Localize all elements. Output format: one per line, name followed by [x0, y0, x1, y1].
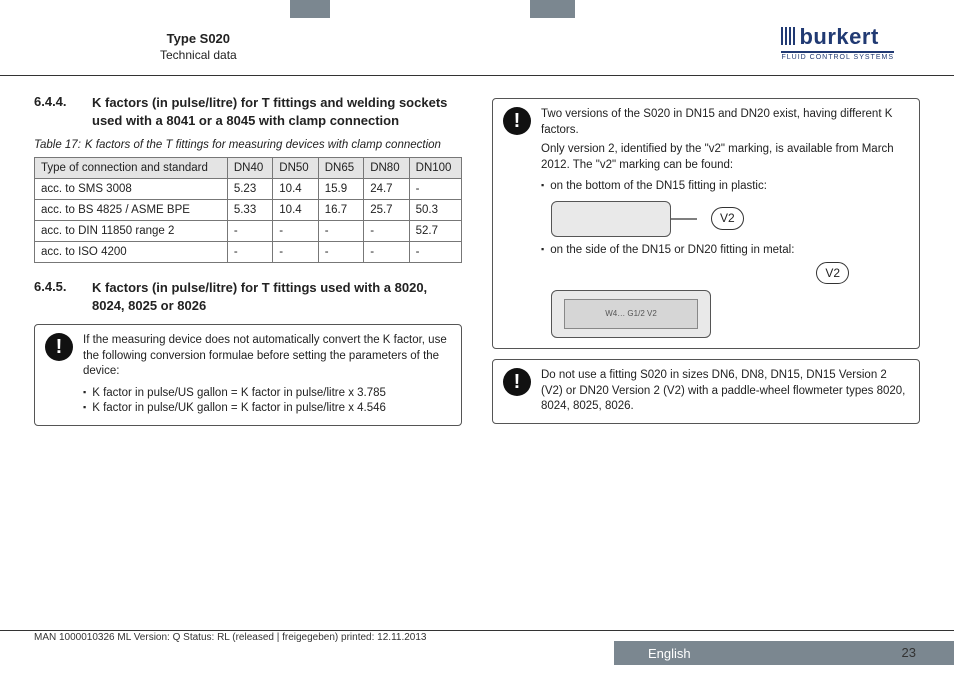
section-title: K factors (in pulse/litre) for T fitting… [92, 279, 462, 314]
brand-logo: burkert FLUID CONTROL SYSTEMS [781, 24, 894, 61]
th: DN100 [409, 158, 461, 179]
note-conversion: ! If the measuring device does not autom… [34, 324, 462, 426]
doc-type: Type S020 [160, 31, 237, 46]
alert-icon: ! [503, 107, 531, 135]
tab-marker [290, 0, 330, 18]
page-header: Type S020 Technical data burkert FLUID C… [0, 18, 954, 76]
v2-label: V2 [711, 207, 744, 229]
fitting-plastic-icon [551, 201, 671, 237]
section-title: K factors (in pulse/litre) for T fitting… [92, 94, 462, 129]
alert-icon: ! [503, 368, 531, 396]
caption-label: Table 17: [34, 139, 81, 151]
table-caption: Table 17: K factors of the T fittings fo… [34, 139, 462, 151]
fitting-illustration-metal: W4… G1/2 V2 [551, 290, 909, 338]
note-text: Two versions of the S020 in DN15 and DN2… [541, 107, 909, 138]
note-text: Only version 2, identified by the "v2" m… [541, 142, 909, 173]
alert-icon: ! [45, 333, 73, 361]
note-bullet: on the side of the DN15 or DN20 fitting … [541, 243, 909, 259]
table-header-row: Type of connection and standard DN40 DN5… [35, 158, 462, 179]
note-text: Do not use a fitting S020 in sizes DN6, … [541, 368, 909, 415]
note-versions: ! Two versions of the S020 in DN15 and D… [492, 98, 920, 349]
table-row: acc. to ISO 4200----- [35, 242, 462, 263]
fitting-marking: W4… G1/2 V2 [605, 309, 657, 320]
table-row: acc. to SMS 30085.2310.415.924.7- [35, 179, 462, 200]
table-row: acc. to DIN 11850 range 2----52.7 [35, 221, 462, 242]
section-number: 6.4.5. [34, 279, 78, 314]
section-heading: 6.4.5. K factors (in pulse/litre) for T … [34, 279, 462, 314]
top-tab-strip [0, 0, 954, 18]
note-warning: ! Do not use a fitting S020 in sizes DN6… [492, 359, 920, 424]
th: DN40 [227, 158, 272, 179]
page-number: 23 [902, 645, 916, 660]
note-text: If the measuring device does not automat… [83, 333, 451, 380]
brand-name: burkert [799, 24, 878, 49]
th: DN80 [364, 158, 409, 179]
fitting-illustration-plastic: V2 [551, 201, 909, 237]
brand-tagline: FLUID CONTROL SYSTEMS [781, 51, 894, 61]
caption-text: K factors of the T fittings for measurin… [85, 139, 441, 151]
content-area: 6.4.4. K factors (in pulse/litre) for T … [34, 88, 920, 623]
th: DN50 [273, 158, 318, 179]
footer-meta: MAN 1000010326 ML Version: Q Status: RL … [34, 632, 426, 643]
table-row: acc. to BS 4825 / ASME BPE5.3310.416.725… [35, 200, 462, 221]
th: DN65 [318, 158, 363, 179]
right-column: ! Two versions of the S020 in DN15 and D… [492, 88, 920, 623]
section-number: 6.4.4. [34, 94, 78, 129]
footer-rule [0, 630, 954, 631]
logo-bars-icon [781, 27, 799, 45]
v2-label: V2 [816, 262, 849, 284]
tab-marker [530, 0, 575, 18]
k-factors-table: Type of connection and standard DN40 DN5… [34, 157, 462, 263]
th: Type of connection and standard [35, 158, 228, 179]
leader-line-icon [671, 209, 701, 229]
fitting-metal-icon: W4… G1/2 V2 [551, 290, 711, 338]
doc-subtitle: Technical data [160, 48, 237, 62]
note-bullet: K factor in pulse/UK gallon = K factor i… [83, 401, 451, 417]
note-bullet: on the bottom of the DN15 fitting in pla… [541, 179, 909, 195]
left-column: 6.4.4. K factors (in pulse/litre) for T … [34, 88, 462, 623]
section-heading: 6.4.4. K factors (in pulse/litre) for T … [34, 94, 462, 129]
language-label: English [648, 646, 691, 661]
note-bullet: K factor in pulse/US gallon = K factor i… [83, 386, 451, 402]
